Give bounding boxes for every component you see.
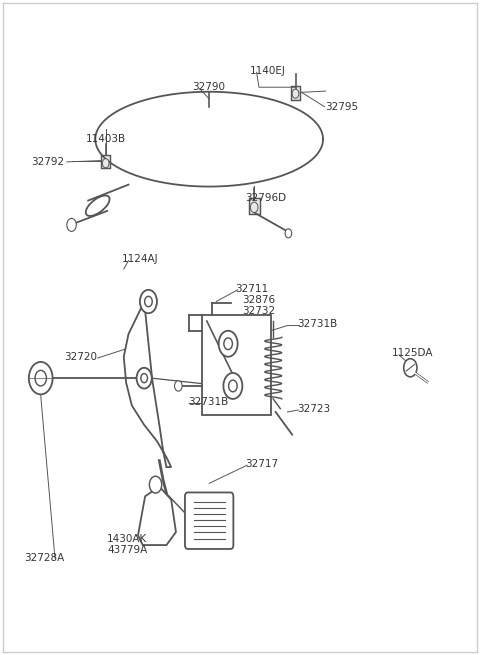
Text: 32732: 32732 [242, 306, 276, 316]
Circle shape [144, 296, 152, 307]
Text: 32731B: 32731B [188, 397, 228, 407]
FancyBboxPatch shape [249, 198, 260, 214]
Text: 43779A: 43779A [107, 544, 147, 555]
Circle shape [102, 159, 109, 168]
Circle shape [141, 373, 147, 383]
Text: 32723: 32723 [297, 403, 330, 414]
Circle shape [149, 476, 162, 493]
Circle shape [228, 380, 237, 392]
Circle shape [175, 381, 182, 391]
Circle shape [251, 202, 258, 213]
Text: 32711: 32711 [235, 284, 268, 293]
Circle shape [404, 359, 417, 377]
FancyBboxPatch shape [291, 86, 300, 100]
Circle shape [137, 367, 152, 388]
FancyBboxPatch shape [185, 493, 233, 549]
Circle shape [223, 373, 242, 399]
Text: 32731B: 32731B [297, 319, 337, 329]
Circle shape [292, 89, 299, 98]
Circle shape [224, 338, 232, 350]
Text: 32796D: 32796D [245, 193, 286, 202]
Polygon shape [138, 487, 176, 545]
Text: 32795: 32795 [325, 102, 359, 112]
Text: 1430AK: 1430AK [107, 534, 147, 544]
Text: 32790: 32790 [192, 83, 226, 92]
Circle shape [29, 362, 53, 394]
Circle shape [285, 229, 292, 238]
Polygon shape [124, 301, 171, 467]
Circle shape [35, 370, 47, 386]
Text: 1140EJ: 1140EJ [250, 66, 286, 76]
Text: 32717: 32717 [245, 459, 278, 469]
Circle shape [67, 218, 76, 231]
Text: 32728A: 32728A [24, 553, 64, 563]
Text: 11403B: 11403B [86, 134, 126, 144]
Text: 32876: 32876 [242, 295, 276, 305]
Text: 1124AJ: 1124AJ [121, 254, 158, 265]
Text: 32792: 32792 [31, 157, 64, 167]
Text: 1125DA: 1125DA [392, 348, 433, 358]
Circle shape [219, 331, 238, 357]
Text: 32720: 32720 [64, 352, 97, 362]
FancyBboxPatch shape [101, 155, 110, 168]
Ellipse shape [86, 195, 109, 216]
Circle shape [140, 290, 157, 313]
Bar [202, 314, 271, 415]
